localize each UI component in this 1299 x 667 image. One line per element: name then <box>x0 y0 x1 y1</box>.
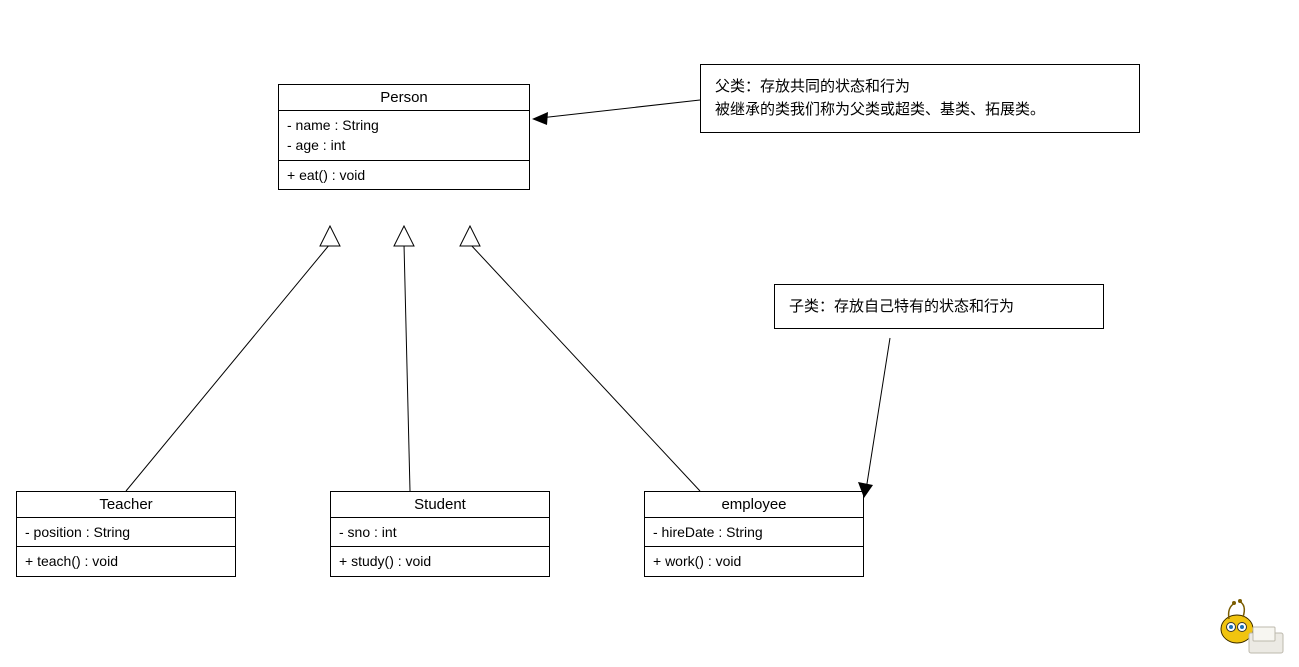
note-arrow-child <box>858 338 890 498</box>
class-student: Student - sno : int + study() : void <box>330 491 550 577</box>
class-person-attr: - name : String <box>287 115 521 135</box>
note-parent-line: 被继承的类我们称为父类或超类、基类、拓展类。 <box>715 98 1125 121</box>
class-employee: employee - hireDate : String + work() : … <box>644 491 864 577</box>
class-student-operations: + study() : void <box>331 547 549 575</box>
note-parent-line: 父类：存放共同的状态和行为 <box>715 75 1125 98</box>
class-teacher-attributes: - position : String <box>17 518 235 547</box>
note-parent-class: 父类：存放共同的状态和行为 被继承的类我们称为父类或超类、基类、拓展类。 <box>700 64 1140 133</box>
inheritance-arrow-teacher <box>126 226 340 491</box>
class-employee-attr: - hireDate : String <box>653 522 855 542</box>
class-person-title: Person <box>279 85 529 111</box>
class-person-operations: + eat() : void <box>279 161 529 189</box>
class-person: Person - name : String - age : int + eat… <box>278 84 530 190</box>
class-employee-title: employee <box>645 492 863 518</box>
class-person-op: + eat() : void <box>287 165 521 185</box>
class-person-attributes: - name : String - age : int <box>279 111 529 161</box>
class-student-attr: - sno : int <box>339 522 541 542</box>
class-teacher: Teacher - position : String + teach() : … <box>16 491 236 577</box>
class-teacher-attr: - position : String <box>25 522 227 542</box>
class-teacher-operations: + teach() : void <box>17 547 235 575</box>
class-student-op: + study() : void <box>339 551 541 571</box>
note-child-class: 子类：存放自己特有的状态和行为 <box>774 284 1104 329</box>
inheritance-arrow-employee <box>460 226 700 491</box>
inheritance-arrow-student <box>394 226 414 491</box>
class-employee-attributes: - hireDate : String <box>645 518 863 547</box>
class-employee-op: + work() : void <box>653 551 855 571</box>
class-student-title: Student <box>331 492 549 518</box>
class-student-attributes: - sno : int <box>331 518 549 547</box>
note-arrow-parent <box>532 100 700 125</box>
note-child-line: 子类：存放自己特有的状态和行为 <box>789 295 1089 318</box>
class-person-attr: - age : int <box>287 135 521 155</box>
mascot-icon <box>1201 591 1291 661</box>
class-teacher-op: + teach() : void <box>25 551 227 571</box>
class-employee-operations: + work() : void <box>645 547 863 575</box>
class-teacher-title: Teacher <box>17 492 235 518</box>
